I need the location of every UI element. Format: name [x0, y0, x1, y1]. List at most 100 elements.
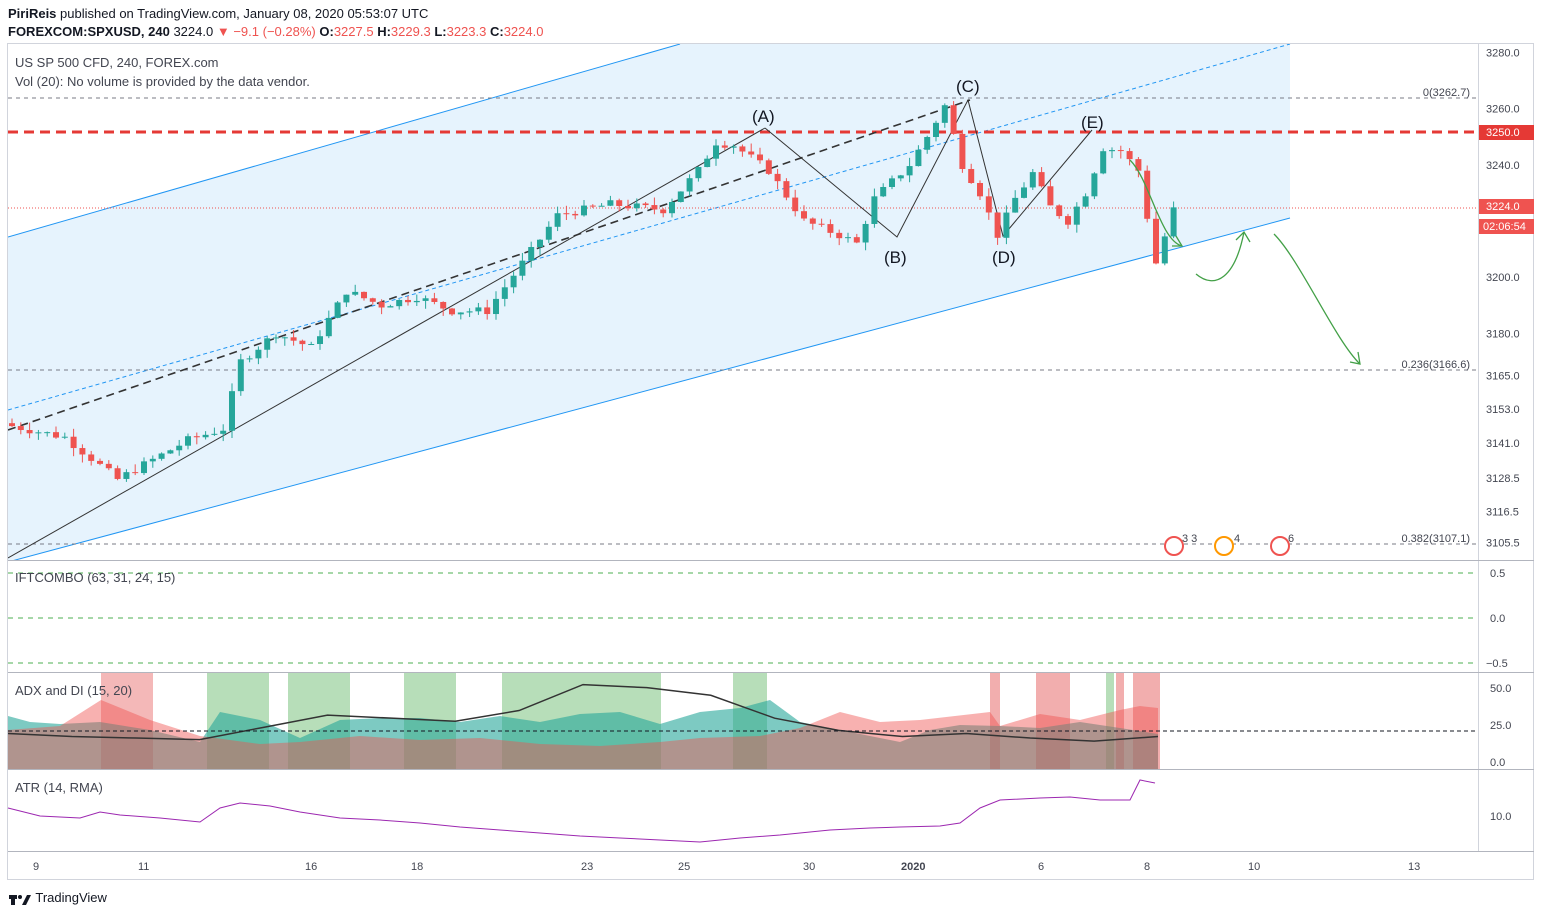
candle-body	[1065, 216, 1071, 225]
candle-body	[176, 445, 183, 451]
candle-body	[290, 337, 297, 341]
event-count: 4	[1234, 533, 1240, 545]
candle-body	[273, 337, 279, 339]
candle-body	[405, 299, 411, 303]
candle-body	[924, 137, 931, 150]
event-badges[interactable]: 3 3 4 6	[1164, 533, 1294, 556]
candle-body	[281, 337, 288, 339]
candle-body	[933, 122, 939, 138]
atr-tick: 10.0	[1490, 811, 1511, 823]
wave-label-e: (E)	[1081, 113, 1104, 132]
candle-body	[528, 247, 535, 261]
candle-body	[202, 434, 209, 438]
candle-body	[713, 145, 719, 159]
us-flag-icon[interactable]	[1270, 536, 1290, 556]
candle-body	[651, 205, 658, 210]
forecast-arrow-1	[1129, 159, 1183, 247]
atr-line	[7, 779, 1156, 843]
tradingview-logo-icon	[9, 894, 31, 905]
candle-body	[537, 239, 543, 248]
channel-mid-line	[8, 44, 1291, 411]
forecast-arrow-3	[1273, 233, 1361, 365]
candle-body	[783, 181, 790, 198]
candle-body	[1161, 236, 1168, 264]
high-value: 3229.3	[390, 24, 431, 39]
candle-body	[352, 291, 359, 295]
candle-body	[598, 205, 605, 207]
candle-body	[827, 224, 834, 233]
candle-body	[211, 433, 218, 435]
adx-zone	[990, 673, 1000, 769]
candle-body	[1100, 151, 1107, 174]
adx-tick: 25.0	[1490, 720, 1511, 732]
time-tick: 25	[678, 861, 690, 873]
candle-body	[1144, 170, 1151, 219]
price-tick: 3165.0	[1486, 370, 1520, 382]
candle-body	[845, 237, 851, 239]
candle-body	[193, 436, 200, 438]
adx-tick: 50.0	[1490, 683, 1511, 695]
candle-body	[396, 299, 403, 307]
candle-body	[44, 432, 51, 434]
candle-body	[1029, 172, 1036, 188]
candle-body	[607, 200, 614, 206]
candle-body	[237, 359, 244, 392]
candle-body	[141, 461, 147, 474]
candle-body	[1073, 206, 1080, 225]
main-pane	[8, 44, 1478, 560]
candle-body	[132, 472, 139, 474]
candle-body	[1170, 207, 1177, 237]
candle-body	[581, 205, 587, 216]
time-axis[interactable]: 9 11 16 18 23 25 30 2020 6 8 10 13	[33, 861, 1420, 873]
candle-body	[35, 432, 42, 434]
candle-body	[343, 294, 350, 303]
arrowhead-icon	[1235, 230, 1251, 243]
candle-body	[325, 317, 332, 337]
candle-body	[836, 232, 843, 239]
candle-body	[1135, 159, 1142, 171]
price-tick: 3240.0	[1486, 160, 1520, 172]
price-tick: 3280.0	[1486, 47, 1520, 59]
candle-body	[114, 468, 121, 479]
price-axis[interactable]: 3280.0 3260.0 3240.0 3200.0 3180.0 3165.0 3153…	[1486, 47, 1520, 549]
us-flag-icon[interactable]	[1214, 536, 1234, 556]
candle-body	[466, 311, 473, 313]
publisher-name: PiriReis	[8, 6, 57, 21]
open-value: 3227.5	[333, 24, 374, 39]
candle-body	[70, 436, 77, 449]
candle-body	[457, 312, 464, 315]
main-pane-title: US SP 500 CFD, 240, FOREX.com	[15, 55, 219, 70]
candle-body	[889, 178, 895, 187]
us-flag-icon[interactable]	[1164, 536, 1184, 556]
candle-body	[501, 287, 508, 299]
candle-body	[545, 226, 552, 240]
level-badge: 3250.0	[1486, 127, 1520, 139]
candle-body	[334, 302, 341, 318]
candle-body	[818, 223, 825, 225]
channel-lower-line	[13, 217, 1291, 560]
adx-zone	[1116, 673, 1124, 769]
candle-body	[97, 460, 103, 464]
candle-body	[801, 211, 807, 219]
high-label: H:	[377, 24, 391, 39]
candle-body	[915, 149, 922, 167]
candle-body	[765, 160, 772, 174]
candles	[9, 101, 1177, 482]
candle-body	[880, 186, 887, 197]
candle-body	[53, 432, 59, 438]
candle-body	[669, 201, 675, 214]
symbol-name[interactable]: FOREXCOM:SPXUSD, 240	[8, 24, 170, 39]
candle-body	[792, 197, 799, 212]
candle-body	[563, 213, 570, 215]
candle-body	[1012, 197, 1019, 213]
candle-body	[361, 291, 367, 299]
candle-body	[510, 275, 517, 288]
candle-body	[589, 205, 596, 207]
countdown-badge: 02:06:54	[1483, 221, 1526, 233]
tradingview-footer[interactable]: TradingView	[8, 890, 107, 906]
candle-body	[440, 301, 447, 309]
time-tick: 8	[1144, 861, 1150, 873]
price-change: −9.1 (−0.28%)	[233, 24, 316, 39]
level-badge-bg	[1479, 125, 1534, 140]
